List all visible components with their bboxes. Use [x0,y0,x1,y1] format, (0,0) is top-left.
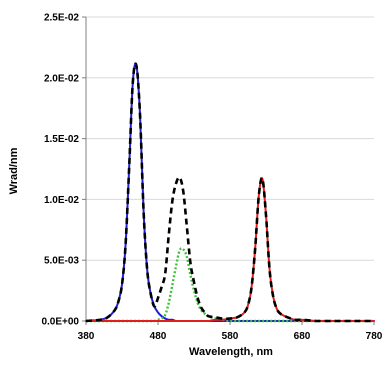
series-line-3 [85,177,375,322]
y-axis-title: Wrad/nm [8,147,20,194]
series-line-4 [85,62,374,323]
x-tick-label: 380 [78,331,95,342]
y-tick-label: 1.5E-02 [44,134,79,145]
tick-labels: 0.0E+00 5.0E-03 1.0E-02 1.5E-02 2.0E-02 2.5E-… [41,13,382,343]
y-tick-label: 2.5E-02 [44,13,79,24]
y-tick-label: 5.0E-03 [44,256,79,267]
y-tick-label: 2.0E-02 [44,73,79,84]
series-lines [85,62,375,323]
x-axis-title: Wavelength, nm [189,346,273,358]
x-tick-label: 580 [222,331,239,342]
y-tick-label: 0.0E+00 [41,317,79,328]
y-tick-label: 1.0E-02 [44,195,79,206]
x-tick-label: 680 [294,331,311,342]
x-tick-label: 480 [150,331,167,342]
x-tick-label: 780 [366,331,383,342]
